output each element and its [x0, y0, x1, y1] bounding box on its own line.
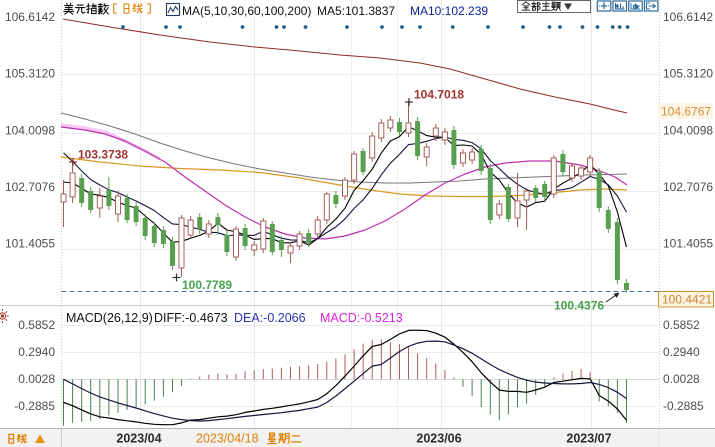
svg-text:2023/04/18: 2023/04/18	[196, 432, 259, 446]
svg-text:103.3738: 103.3738	[78, 148, 128, 162]
svg-text:0.2940: 0.2940	[663, 345, 700, 359]
svg-text:104.0098: 104.0098	[663, 124, 713, 138]
svg-text:0.5852: 0.5852	[663, 318, 700, 332]
svg-text:MA5:101.3837: MA5:101.3837	[317, 4, 395, 18]
svg-text:104.0098: 104.0098	[5, 124, 55, 138]
svg-text:0.0028: 0.0028	[663, 372, 700, 386]
svg-text:2023/06: 2023/06	[416, 432, 461, 446]
svg-text:MA10:102.239: MA10:102.239	[410, 4, 488, 18]
svg-text:2023/07: 2023/07	[566, 432, 611, 446]
svg-text:2023/04: 2023/04	[116, 432, 161, 446]
svg-text:100.7789: 100.7789	[182, 278, 232, 292]
svg-text:102.7076: 102.7076	[663, 180, 713, 194]
svg-text:105.3120: 105.3120	[663, 67, 713, 81]
svg-text:102.7076: 102.7076	[5, 180, 55, 194]
svg-text:101.4055: 101.4055	[5, 237, 55, 251]
svg-text:100.4376: 100.4376	[554, 299, 604, 313]
svg-text:104.7018: 104.7018	[414, 88, 464, 102]
svg-text:0.0028: 0.0028	[18, 372, 55, 386]
svg-text:DEA:-0.2066: DEA:-0.2066	[234, 311, 306, 325]
svg-text:DIFF:-0.4673: DIFF:-0.4673	[154, 311, 228, 325]
svg-text:MACD:-0.5213: MACD:-0.5213	[320, 311, 403, 325]
svg-text:100.4421: 100.4421	[662, 293, 712, 307]
svg-text:-0.2885: -0.2885	[663, 399, 704, 413]
svg-text:104.6767: 104.6767	[661, 105, 711, 119]
svg-text:MACD(26,12,9): MACD(26,12,9)	[66, 311, 153, 325]
svg-text:106.6142: 106.6142	[663, 10, 713, 24]
svg-text:MA(5,10,30,60,100,200): MA(5,10,30,60,100,200)	[182, 4, 311, 18]
svg-text:0.2940: 0.2940	[18, 345, 55, 359]
svg-text:106.6142: 106.6142	[5, 10, 55, 24]
svg-text:0.5852: 0.5852	[18, 318, 55, 332]
svg-text:101.4055: 101.4055	[663, 237, 713, 251]
svg-text:-0.2885: -0.2885	[14, 399, 55, 413]
svg-text:105.3120: 105.3120	[5, 67, 55, 81]
